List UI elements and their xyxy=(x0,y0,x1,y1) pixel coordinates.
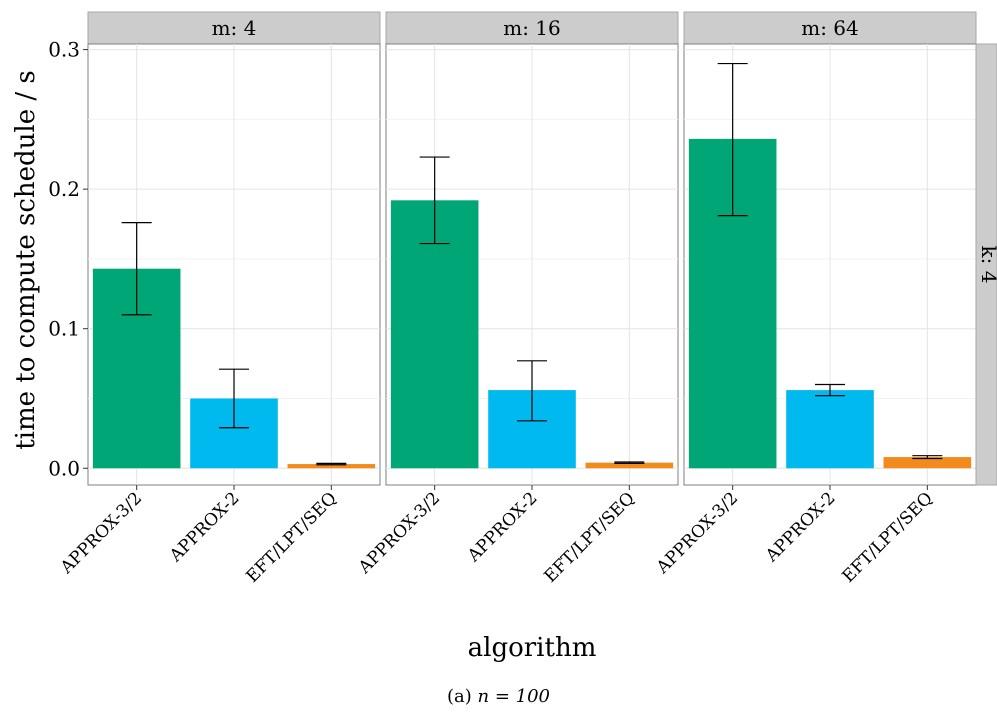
error-bar xyxy=(912,455,943,460)
row-strip xyxy=(975,43,997,486)
bar-approx-3-2 xyxy=(390,200,479,469)
error-bar xyxy=(517,360,547,422)
x-tick-label: APPROX-2 xyxy=(463,488,541,566)
panel-strip-label: m: 64 xyxy=(801,16,859,40)
caption-label: (a) xyxy=(447,686,472,707)
bar-eft-lpt-seq xyxy=(883,457,972,469)
panel-3: m: 64 xyxy=(683,11,977,486)
x-tick-label: APPROX-3/2 xyxy=(354,488,444,578)
bar-eft-lpt-seq xyxy=(287,464,376,469)
error-bar xyxy=(717,62,748,217)
x-tick-label: APPROX-3/2 xyxy=(652,488,742,578)
panel-strip xyxy=(683,11,977,45)
panel-strip xyxy=(87,11,381,45)
panel-2: m: 16 xyxy=(385,11,679,486)
panel-1: m: 4 xyxy=(87,11,381,486)
x-tick-label: EFT/LPT/SEQ xyxy=(839,488,937,586)
figure-caption: (a) n = 100 xyxy=(0,686,997,707)
x-axis-label: algorithm xyxy=(468,633,597,663)
x-tick-label: EFT/LPT/SEQ xyxy=(541,488,639,586)
y-tick-label: 0.2 xyxy=(48,177,80,201)
panel-strip-label: m: 16 xyxy=(503,16,561,40)
x-axis: APPROX-3/2 APPROX-2 EFT/LPT/SEQ APPROX-3/2 A… xyxy=(56,485,937,587)
y-tick-label: 0.3 xyxy=(48,38,80,62)
row-strip-label: k: 4 xyxy=(977,246,997,284)
error-bar xyxy=(316,462,347,466)
bar-approx-2 xyxy=(786,390,874,469)
y-tick-label: 0.1 xyxy=(48,317,80,341)
row-strip-layer: k: 4 xyxy=(975,43,997,486)
panel-strip xyxy=(385,11,679,45)
caption-math: n = 100 xyxy=(477,686,550,707)
x-tick-label: APPROX-2 xyxy=(165,488,243,566)
y-axis: 0.0 0.1 0.2 0.3 xyxy=(48,38,88,480)
y-tick-label: 0.0 xyxy=(48,456,80,480)
error-bar xyxy=(815,383,845,397)
error-bar xyxy=(614,461,645,464)
x-tick-label: EFT/LPT/SEQ xyxy=(243,488,341,586)
faceted-bar-chart: m: 4 m: 16 m: 64 k: 4 0.0 0.1 0.2 0.3 APPROX-… xyxy=(11,11,997,663)
x-tick-label: APPROX-2 xyxy=(761,488,839,566)
x-tick-label: APPROX-3/2 xyxy=(56,488,146,578)
error-bar xyxy=(121,222,152,316)
bar-eft-lpt-seq xyxy=(585,462,674,469)
error-bar xyxy=(419,156,450,245)
error-bar xyxy=(219,368,249,429)
panel-strip-label: m: 4 xyxy=(212,16,257,40)
y-axis-label: time to compute schedule / s xyxy=(11,70,41,450)
panels-layer: m: 4 m: 16 m: 64 xyxy=(87,11,977,486)
